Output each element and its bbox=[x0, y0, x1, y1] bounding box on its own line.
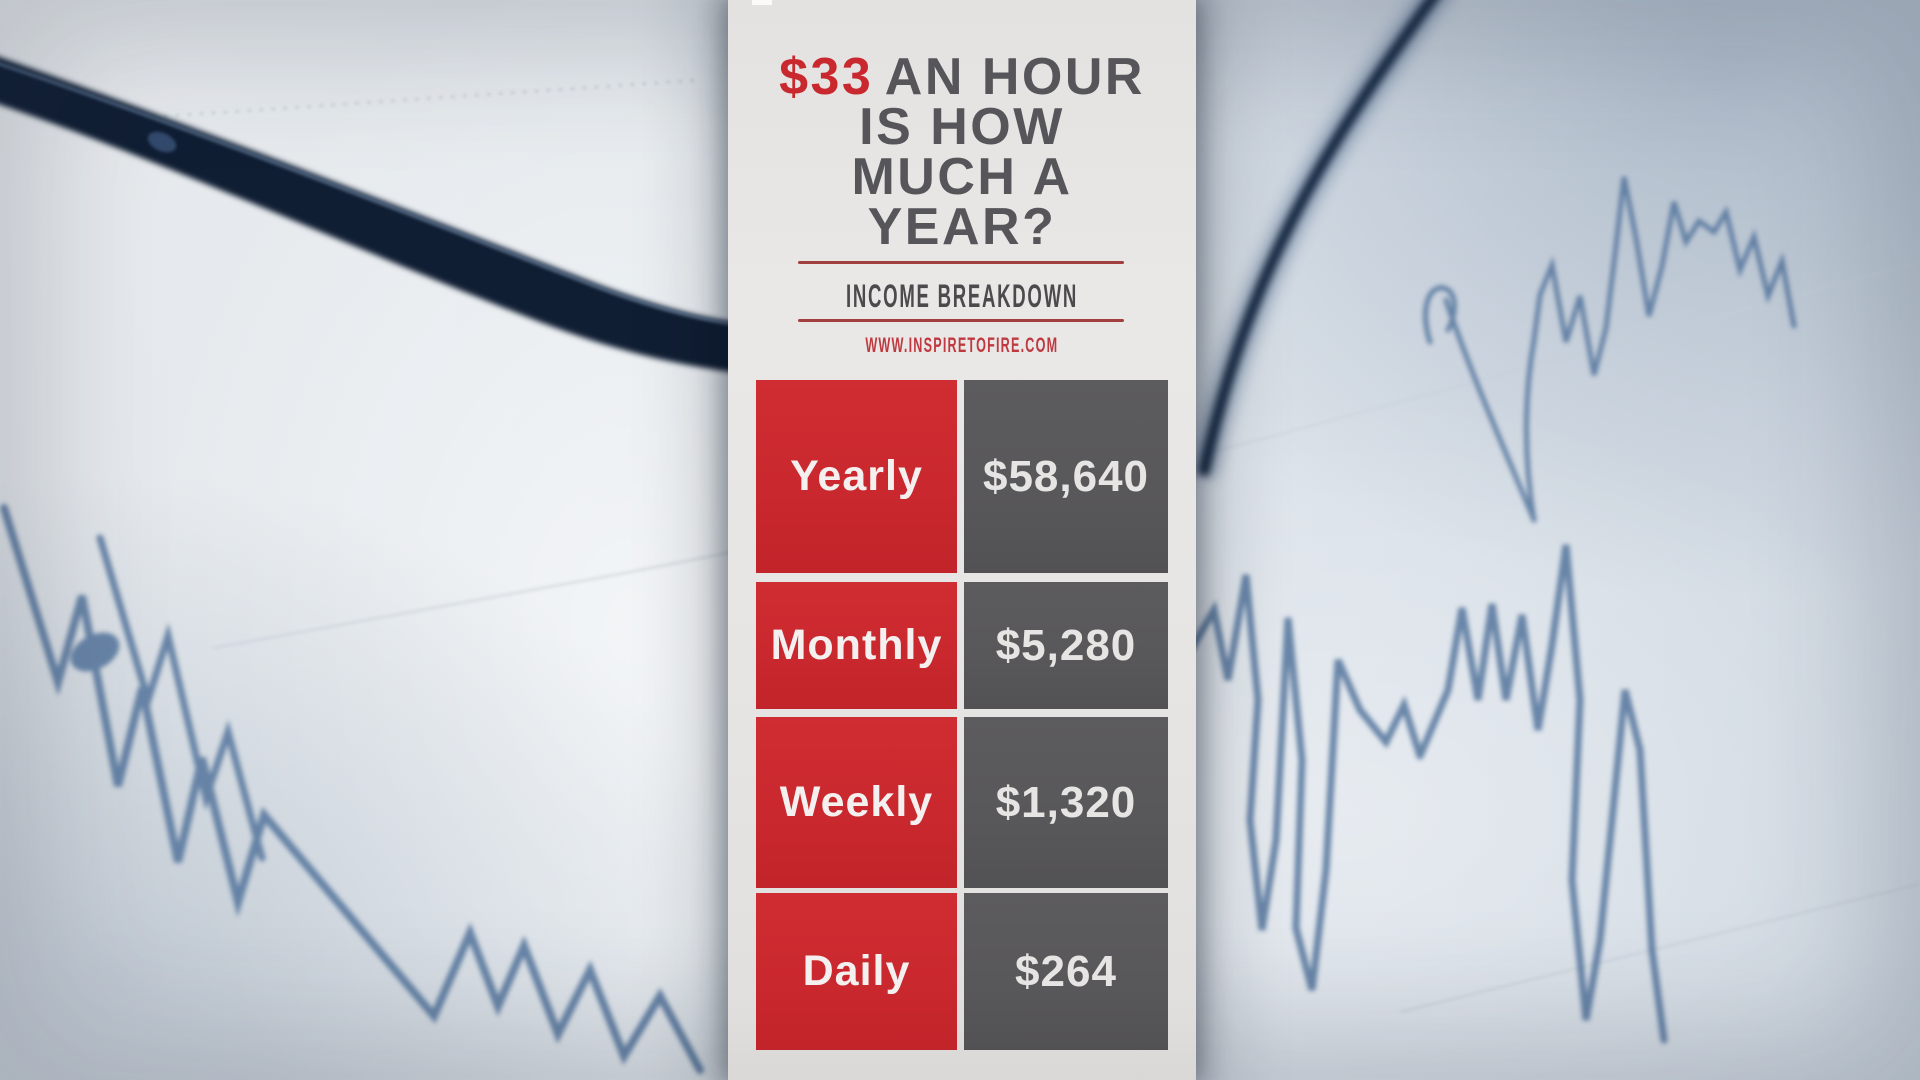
subtitle: INCOME BREAKDOWN bbox=[845, 277, 1078, 314]
subtitle-row: INCOME BREAKDOWN bbox=[728, 278, 1196, 314]
table-row: Monthly $5,280 bbox=[756, 582, 1168, 709]
glasses-lens-arc-photo bbox=[1197, 0, 1438, 477]
period-cell: Daily bbox=[756, 893, 957, 1050]
title-line-1-rest: AN HOUR bbox=[884, 48, 1145, 106]
pen-line-chart-squiggles bbox=[0, 176, 1797, 1074]
divider-top bbox=[798, 261, 1124, 264]
title-line-4: YEAR? bbox=[867, 198, 1057, 256]
table-row: Daily $264 bbox=[756, 893, 1168, 1050]
glasses-lens-arc-glow bbox=[1190, 0, 1448, 478]
table-row: Yearly $58,640 bbox=[756, 380, 1168, 573]
infographic-card: $33 AN HOUR IS HOW MUCH A YEAR? INCOME BR… bbox=[728, 0, 1196, 1080]
period-cell: Monthly bbox=[756, 582, 957, 709]
table-row: Weekly $1,320 bbox=[756, 717, 1168, 888]
glasses-temple-photo bbox=[0, 57, 748, 374]
glasses-temple-highlight bbox=[0, 62, 747, 328]
amount-cell: $5,280 bbox=[964, 582, 1168, 709]
video-ui-notch bbox=[752, 0, 772, 5]
period-cell: Yearly bbox=[756, 380, 957, 573]
website-url: WWW.INSPIRETOFIRE.COM bbox=[865, 334, 1059, 357]
divider-bottom bbox=[798, 319, 1124, 322]
title-line-2: IS HOW bbox=[859, 98, 1065, 156]
infographic-title: $33 AN HOUR IS HOW MUCH A YEAR? bbox=[728, 51, 1196, 256]
amount-cell: $264 bbox=[964, 893, 1168, 1050]
amount-cell: $1,320 bbox=[964, 717, 1168, 888]
title-line-3: MUCH A bbox=[851, 148, 1073, 206]
title-line-1: $33 AN HOUR bbox=[728, 51, 1196, 103]
website-row: WWW.INSPIRETOFIRE.COM bbox=[728, 334, 1196, 358]
amount-cell: $58,640 bbox=[964, 380, 1168, 573]
hourly-rate-highlight: $33 bbox=[779, 48, 874, 106]
period-cell: Weekly bbox=[756, 717, 957, 888]
